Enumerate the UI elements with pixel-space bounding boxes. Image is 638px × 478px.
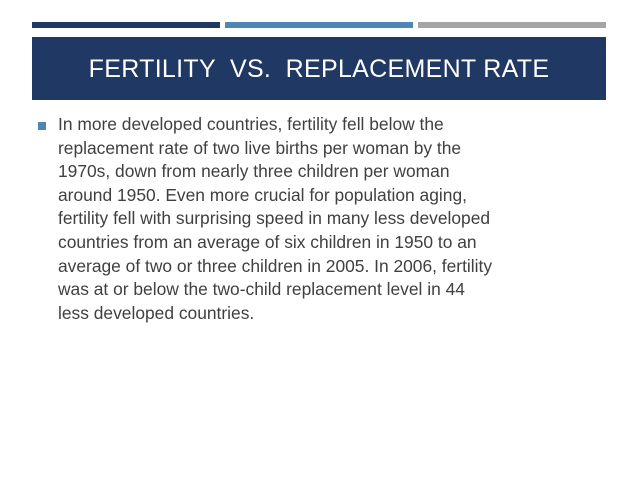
title-band: FERTILITY VS. REPLACEMENT RATE (32, 37, 606, 100)
square-bullet-icon (38, 122, 46, 130)
accent-stripe-blue (225, 22, 413, 28)
bullet-text: In more developed countries, fertility f… (58, 114, 493, 323)
slide-title: FERTILITY VS. REPLACEMENT RATE (88, 55, 550, 83)
slide-content: In more developed countries, fertility f… (32, 113, 592, 325)
accent-stripe-gray (418, 22, 606, 28)
accent-stripe-dark (32, 22, 220, 28)
accent-stripes (32, 22, 606, 28)
bullet-item: In more developed countries, fertility f… (32, 113, 592, 325)
